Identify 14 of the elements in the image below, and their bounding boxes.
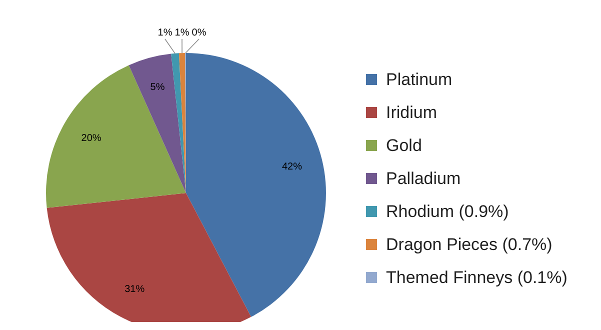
- data-label: 20%: [81, 133, 102, 144]
- legend-label: Themed Finneys (0.1%): [386, 268, 568, 288]
- data-label: 42%: [282, 161, 302, 172]
- data-label: 1%: [174, 28, 190, 38]
- data-label: 31%: [124, 284, 145, 295]
- data-label: 5%: [150, 82, 165, 94]
- data-label: 1%: [158, 28, 172, 38]
- legend-label: Iridium: [386, 102, 438, 122]
- legend-label: Palladium: [386, 168, 461, 188]
- data-label: 0%: [192, 28, 206, 38]
- legend-label: Dragon Pieces (0.7%): [386, 234, 552, 254]
- legend-label: Gold: [386, 136, 422, 156]
- legend-label: Platinum: [386, 70, 452, 90]
- legend-label: Rhodium (0.9%): [386, 202, 509, 222]
